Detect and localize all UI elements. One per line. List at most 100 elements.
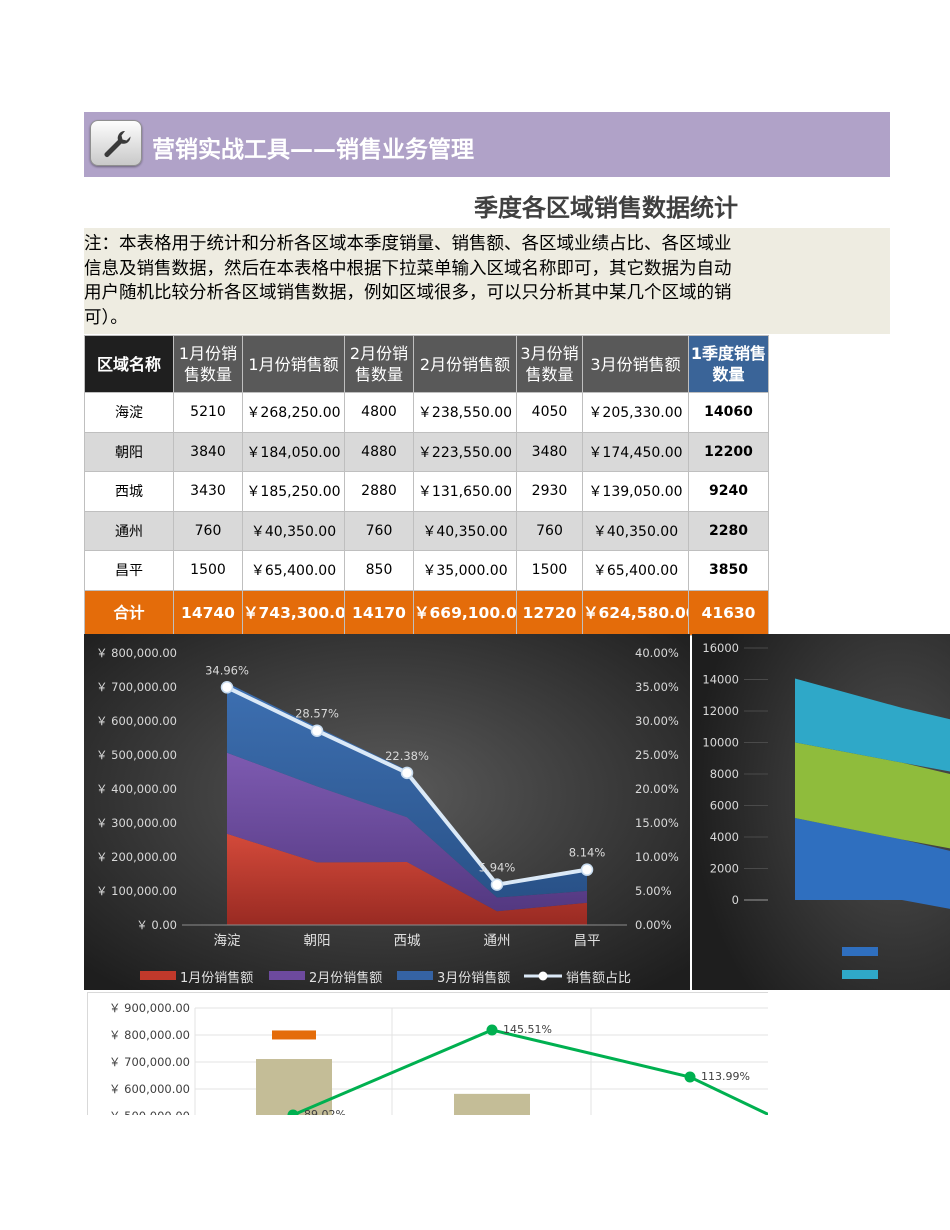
table-cell[interactable]: 12200 [688, 431, 769, 472]
sales-bar[interactable] [256, 1059, 332, 1115]
column-header: 1月份销售额 [242, 335, 345, 393]
y-tick-label: ￥ 500,000.00 [96, 748, 177, 762]
quantity-area-chart[interactable]: 0 2000 4000 6000 8000 10000 12000 14000 16000 [692, 634, 950, 990]
sales-area-chart[interactable]: ￥ 0.00 ￥ 100,000.00 ￥ 200,000.00 ￥ 300,000.… [84, 634, 690, 990]
table-cell[interactable]: 2880 [344, 471, 414, 512]
table-cell[interactable]: 760 [173, 510, 243, 551]
table-cell[interactable]: 12720 [516, 589, 583, 636]
table-cell[interactable]: 4800 [344, 392, 414, 433]
x-tick-label: 昌平 [574, 933, 601, 949]
table-cell[interactable]: 3840 [173, 431, 243, 472]
table-row: 昌平 1500 ￥65,400.00 850 ￥35,000.00 1500 ￥… [84, 550, 769, 591]
table-cell[interactable]: ￥624,580.00 [582, 589, 689, 636]
target-marker[interactable] [272, 1030, 316, 1040]
table-cell[interactable]: ￥205,330.00 [582, 392, 689, 433]
note-line: 用户随机比较分析各区域销售数据，例如区域很多，可以只分析其中某几个区域的销 [84, 283, 732, 303]
table-cell[interactable]: 14740 [173, 589, 243, 636]
table-cell[interactable]: 朝阳 [84, 431, 174, 472]
table-cell[interactable]: 1500 [516, 550, 583, 591]
table-cell[interactable]: ￥40,350.00 [242, 510, 345, 551]
table-cell[interactable]: 2280 [688, 510, 769, 551]
table-cell[interactable]: ￥185,250.00 [242, 471, 345, 512]
table-row: 西城 3430 ￥185,250.00 2880 ￥131,650.00 293… [84, 471, 769, 512]
area-series-2[interactable] [795, 742, 950, 850]
table-cell[interactable]: 2930 [516, 471, 583, 512]
table-cell[interactable]: 3850 [688, 550, 769, 591]
column-header: 1季度销售数量 [688, 335, 769, 393]
completion-line[interactable] [292, 1028, 768, 1115]
ratio-point[interactable] [220, 681, 234, 694]
table-cell[interactable]: 海淀 [84, 392, 174, 433]
table-cell[interactable]: ￥131,650.00 [413, 471, 517, 512]
y-tick-label: 16000 [702, 641, 739, 655]
ratio-point[interactable] [580, 863, 594, 876]
table-cell[interactable]: ￥223,550.00 [413, 431, 517, 472]
table-cell[interactable]: 4050 [516, 392, 583, 433]
table-cell[interactable]: ￥268,250.00 [242, 392, 345, 433]
area-series-1[interactable] [795, 817, 950, 911]
legend-swatch [269, 971, 305, 980]
table-cell[interactable]: 3430 [173, 471, 243, 512]
wrench-icon [90, 120, 142, 166]
y-tick-label: ￥ 300,000.00 [96, 816, 177, 830]
table-cell[interactable]: 14060 [688, 392, 769, 433]
table-cell[interactable]: 9240 [688, 471, 769, 512]
x-tick-label: 通州 [484, 933, 511, 949]
y-tick-label: ￥ 700,000.00 [96, 680, 177, 694]
y2-tick-label: 0.00% [635, 918, 672, 932]
table-cell[interactable]: ￥743,300.00 [242, 589, 345, 636]
ratio-point[interactable] [490, 878, 504, 891]
area-series-1[interactable] [227, 833, 587, 925]
x-tick-label: 朝阳 [304, 933, 331, 949]
y2-tick-label: 35.00% [635, 680, 679, 694]
target-completion-chart[interactable]: ￥ 500,000.00 ￥ 600,000.00 ￥ 700,000.00 ￥ 80… [84, 992, 768, 1115]
table-cell[interactable]: 合计 [84, 589, 174, 636]
table-cell[interactable]: ￥184,050.00 [242, 431, 345, 472]
y-tick-label: 14000 [702, 673, 739, 687]
table-cell[interactable]: 通州 [84, 510, 174, 551]
table-cell[interactable]: 昌平 [84, 550, 174, 591]
table-cell[interactable]: 850 [344, 550, 414, 591]
y-tick-label: ￥ 600,000.00 [96, 714, 177, 728]
legend-label: 3月份销售额 [437, 970, 510, 986]
sales-table: 区域名称 1月份销售数量 1月份销售额 2月份销售数量 2月份销售额 3月份销售… [84, 335, 769, 636]
table-cell[interactable]: ￥65,400.00 [582, 550, 689, 591]
table-cell[interactable]: ￥238,550.00 [413, 392, 517, 433]
table-cell[interactable]: 41630 [688, 589, 769, 636]
y-tick-label: 10000 [702, 736, 739, 750]
table-cell[interactable]: ￥139,050.00 [582, 471, 689, 512]
y2-tick-label: 5.00% [635, 884, 672, 898]
table-cell[interactable]: 1500 [173, 550, 243, 591]
ratio-point[interactable] [400, 766, 414, 780]
completion-data-label: 145.51% [503, 1023, 552, 1036]
legend-marker [538, 971, 548, 981]
page-title: 季度各区域销售数据统计 [474, 194, 738, 222]
table-cell[interactable]: ￥40,350.00 [413, 510, 517, 551]
table-cell[interactable]: 14170 [344, 589, 414, 636]
table-cell[interactable]: ￥174,450.00 [582, 431, 689, 472]
completion-point[interactable] [486, 1024, 498, 1036]
sales-bar[interactable] [454, 1093, 530, 1115]
table-cell[interactable]: 760 [344, 510, 414, 551]
table-cell[interactable]: ￥35,000.00 [413, 550, 517, 591]
column-header: 2月份销售额 [413, 335, 517, 393]
table-cell[interactable]: 760 [516, 510, 583, 551]
area-series-2[interactable] [227, 752, 587, 912]
y2-tick-label: 10.00% [635, 850, 679, 864]
column-header: 3月份销售额 [582, 335, 689, 393]
table-cell[interactable]: ￥65,400.00 [242, 550, 345, 591]
table-cell[interactable]: ￥669,100.00 [413, 589, 517, 636]
completion-point[interactable] [684, 1071, 696, 1083]
table-cell[interactable]: 5210 [173, 392, 243, 433]
ratio-point[interactable] [310, 724, 324, 737]
y-tick-label: 4000 [710, 830, 739, 844]
table-cell[interactable]: 西城 [84, 471, 174, 512]
completion-point[interactable] [287, 1109, 299, 1116]
area-series-3[interactable] [795, 678, 950, 774]
chart-background [84, 992, 768, 1115]
table-cell[interactable]: 3480 [516, 431, 583, 472]
y2-tick-label: 15.00% [635, 816, 679, 830]
table-cell[interactable]: ￥40,350.00 [582, 510, 689, 551]
y-tick-label: 12000 [702, 704, 739, 718]
table-cell[interactable]: 4880 [344, 431, 414, 472]
